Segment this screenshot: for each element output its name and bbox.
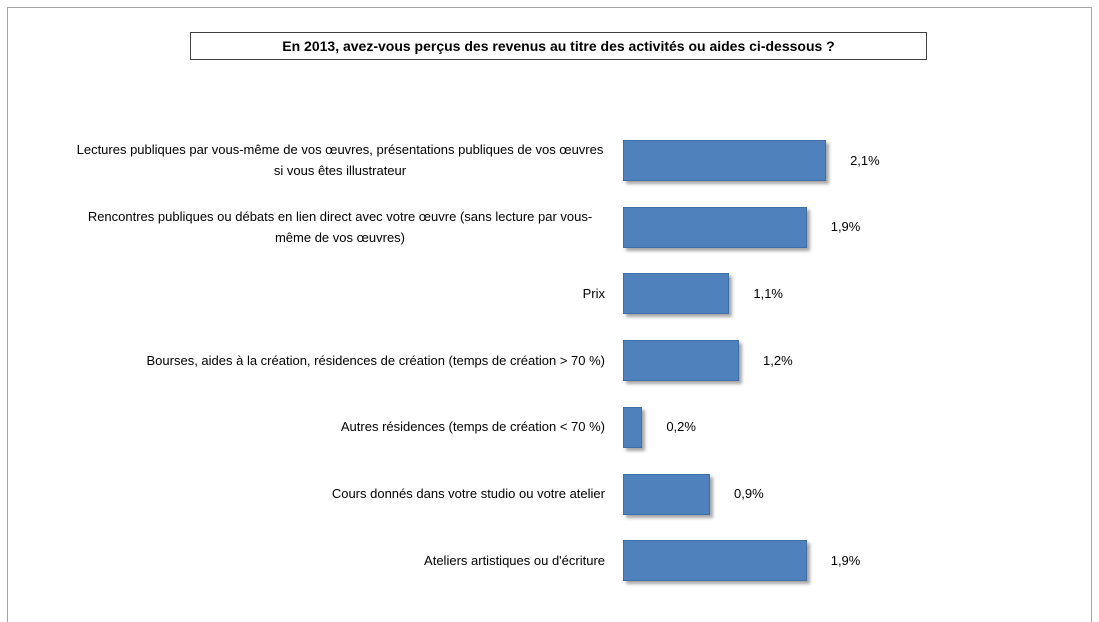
chart-title: En 2013, avez-vous perçus des revenus au… — [190, 32, 927, 60]
value-label: 0,9% — [734, 486, 764, 501]
bar — [623, 473, 711, 515]
bar — [623, 406, 643, 448]
value-label: 2,1% — [850, 152, 880, 168]
value-label: 0,2% — [666, 419, 696, 435]
bar — [623, 540, 807, 582]
bar — [623, 273, 730, 315]
category-text: Ateliers artistiques ou d'écriture — [424, 552, 605, 568]
value-label: 1,9% — [830, 552, 861, 568]
value-label: 1,2% — [763, 352, 793, 368]
category-label: Prix — [65, 283, 605, 304]
bar — [623, 206, 807, 248]
bar — [623, 140, 827, 181]
chart-frame — [7, 7, 1092, 622]
bar — [623, 340, 740, 382]
value-label: 1,9% — [830, 219, 861, 235]
category-label: Cours donnés dans votre studio ou votre … — [65, 483, 605, 504]
category-text: Cours donnés dans votre studio ou votre … — [331, 486, 605, 501]
category-label: Lectures publiques par vous-même de vos … — [65, 139, 605, 181]
category-text: Bourses, aides à la création, résidences… — [146, 352, 606, 368]
category-text: Prix — [582, 285, 605, 301]
value-label: 1,1% — [753, 285, 783, 301]
category-label: Autres résidences (temps de création < 7… — [65, 416, 605, 437]
category-text: Autres résidences (temps de création < 7… — [340, 419, 605, 435]
category-text: Lectures publiques par vous-même de vos … — [76, 142, 604, 178]
category-text: Rencontres publiques ou débats en lien d… — [87, 208, 593, 245]
category-label: Bourses, aides à la création, résidences… — [65, 350, 606, 371]
category-label: Rencontres publiques ou débats en lien d… — [65, 206, 605, 248]
category-label: Ateliers artistiques ou d'écriture — [65, 550, 605, 571]
